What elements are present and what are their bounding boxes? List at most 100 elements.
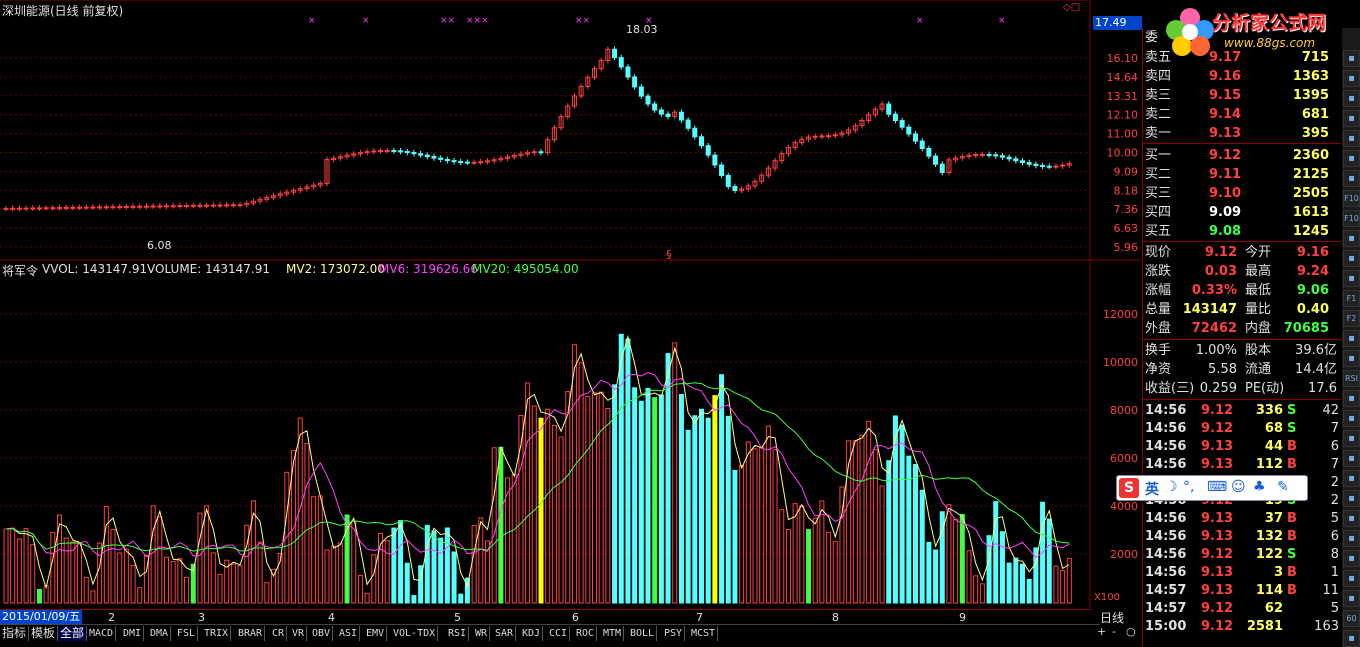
zoom-out-button[interactable]: - — [1112, 625, 1116, 638]
tab-cr[interactable]: CR — [270, 626, 288, 641]
sogou-icon[interactable]: S — [1119, 478, 1139, 498]
price-tick-label: 14.64 — [1107, 71, 1139, 84]
moon-icon[interactable]: ☽ — [1165, 479, 1178, 495]
tool-icon[interactable]: ▪ — [1343, 490, 1360, 507]
volume-bar — [471, 524, 477, 604]
tool-icon[interactable]: ▪ — [1343, 150, 1360, 167]
tab-wr[interactable]: WR — [473, 626, 491, 641]
tab-cci[interactable]: CCI — [547, 626, 571, 641]
tab-mcst[interactable]: MCST — [689, 626, 719, 641]
tab-全部[interactable]: 全部 — [58, 626, 88, 641]
tool-icon-rsi[interactable]: RSI — [1343, 370, 1360, 387]
volume-bar — [678, 393, 684, 604]
volume-bar — [638, 400, 644, 604]
volume-bar — [692, 415, 698, 604]
wrench-icon[interactable]: ✎ — [1277, 479, 1289, 495]
tab-emv[interactable]: EMV — [364, 626, 388, 641]
tool-icon[interactable]: ▪ — [1343, 390, 1360, 407]
quote-value: 9.24 — [1296, 264, 1329, 279]
tool-icon[interactable]: ▪ — [1343, 170, 1360, 187]
volume-bar — [953, 518, 959, 604]
tab-mtm[interactable]: MTM — [601, 626, 625, 641]
tool-icon-f2[interactable]: F2 — [1343, 310, 1360, 327]
candle-body — [164, 205, 169, 208]
candle-body — [398, 150, 404, 153]
tab-boll[interactable]: BOLL — [628, 626, 658, 641]
tool-icon[interactable]: ▪ — [1343, 430, 1360, 447]
tool-icon[interactable]: ▪ — [1343, 270, 1360, 287]
candle-body — [612, 48, 618, 59]
candle-body — [57, 207, 62, 210]
tool-icon-60[interactable]: 60 — [1343, 610, 1360, 627]
candle-body — [277, 193, 283, 197]
volume-bar — [578, 362, 584, 604]
tab-roc[interactable]: ROC — [574, 626, 598, 641]
keyboard-icon[interactable]: ⌨ — [1207, 479, 1228, 495]
indicator-name[interactable]: 将军令 — [2, 264, 39, 278]
restore-icon[interactable]: ◇□ — [1063, 2, 1081, 13]
tab-rsi[interactable]: RSI — [446, 626, 470, 641]
reset-button[interactable]: ○ — [1126, 625, 1136, 638]
shirt-icon[interactable]: ♣ — [1253, 479, 1266, 495]
volume-bar — [511, 474, 517, 604]
ask-price: 9.13 — [1209, 126, 1242, 141]
zoom-in-button[interactable]: + — [1097, 625, 1107, 638]
volume-bar — [966, 550, 972, 604]
tab-fsl[interactable]: FSL — [175, 626, 199, 641]
tool-icon-f10[interactable]: F10 — [1343, 190, 1360, 207]
tab-kdj[interactable]: KDJ — [520, 626, 544, 641]
candle-body — [645, 95, 651, 105]
tool-icon[interactable]: ▪ — [1343, 330, 1360, 347]
tool-icon[interactable]: ▪ — [1343, 250, 1360, 267]
tab-brar[interactable]: BRAR — [236, 626, 266, 641]
tool-icon-f1[interactable]: F1 — [1343, 290, 1360, 307]
tool-icon[interactable]: ▪ — [1343, 90, 1360, 107]
tab-vol-tdx[interactable]: VOL-TDX — [391, 626, 439, 641]
tab-dma[interactable]: DMA — [148, 626, 172, 641]
candle-body — [986, 153, 992, 156]
volume-bar — [3, 528, 9, 604]
tool-icon-f10[interactable]: F10 — [1343, 210, 1360, 227]
tab-sar[interactable]: SAR — [493, 626, 517, 641]
tab-vr[interactable]: VR — [290, 626, 308, 641]
tool-icon[interactable]: ▪ — [1343, 350, 1360, 367]
bid-label: 买三 — [1145, 186, 1172, 201]
ime-toolbar[interactable]: S 英 ☽ °, ⌨ ☺ ♣ ✎ — [1116, 475, 1308, 501]
ime-mode[interactable]: 英 — [1145, 482, 1159, 498]
tool-icon[interactable]: ▪ — [1343, 70, 1360, 87]
tool-icon[interactable]: ▪ — [1343, 110, 1360, 127]
volume-bar — [986, 535, 992, 604]
tool-icon[interactable]: ▪ — [1343, 130, 1360, 147]
current-price-tag: 17.49 — [1093, 16, 1142, 30]
fund-label: PE(动) — [1245, 381, 1285, 396]
tab-psy[interactable]: PSY — [662, 626, 686, 641]
tab-macd[interactable]: MACD — [87, 626, 117, 641]
candle-body — [511, 154, 517, 158]
volume-bar — [725, 415, 731, 604]
tab-模板[interactable]: 模板 — [29, 626, 59, 641]
tab-dmi[interactable]: DMI — [121, 626, 145, 641]
tool-icon[interactable]: ▪ — [1343, 450, 1360, 467]
tool-icon[interactable]: ▪ — [1343, 570, 1360, 587]
tab-obv[interactable]: OBV — [310, 626, 334, 641]
tool-icon[interactable]: ▪ — [1343, 530, 1360, 547]
candle-body — [1066, 163, 1072, 166]
tool-icon[interactable]: ▪ — [1343, 230, 1360, 247]
kline-chart-area[interactable]: 16.10 14.64 13.31 12.10 11.00 10.00 9.09 8.18 7.… — [0, 0, 1140, 610]
volume-bar — [832, 540, 838, 604]
user-icon[interactable]: ☺ — [1231, 479, 1246, 495]
tool-icon[interactable]: ▪ — [1343, 630, 1360, 647]
punctuation-icon[interactable]: °, — [1183, 479, 1195, 495]
tool-strip: ▪ ▪ ▪ ▪ ▪ ▪ ▪ F10 F10 ▪ ▪ ▪ F1 F2 ▪ ▪ RSI ▪ ▪ ▪ ▪ ▪ ▪ ▪ ▪ ▪ ▪ ▪ 60 ▪ — [1342, 28, 1360, 647]
candle-body — [832, 134, 838, 137]
tool-icon[interactable]: ▪ — [1343, 510, 1360, 527]
tab-asi[interactable]: ASI — [337, 626, 361, 641]
tool-icon[interactable]: ▪ — [1343, 590, 1360, 607]
tab-指标[interactable]: 指标 — [0, 626, 30, 641]
period-label[interactable]: 日线 — [1100, 611, 1125, 625]
tab-trix[interactable]: TRIX — [202, 626, 232, 641]
candle-body — [966, 154, 972, 157]
tool-icon[interactable]: ▪ — [1343, 410, 1360, 427]
tool-icon[interactable]: ▪ — [1343, 470, 1360, 487]
tool-icon[interactable]: ▪ — [1343, 550, 1360, 567]
